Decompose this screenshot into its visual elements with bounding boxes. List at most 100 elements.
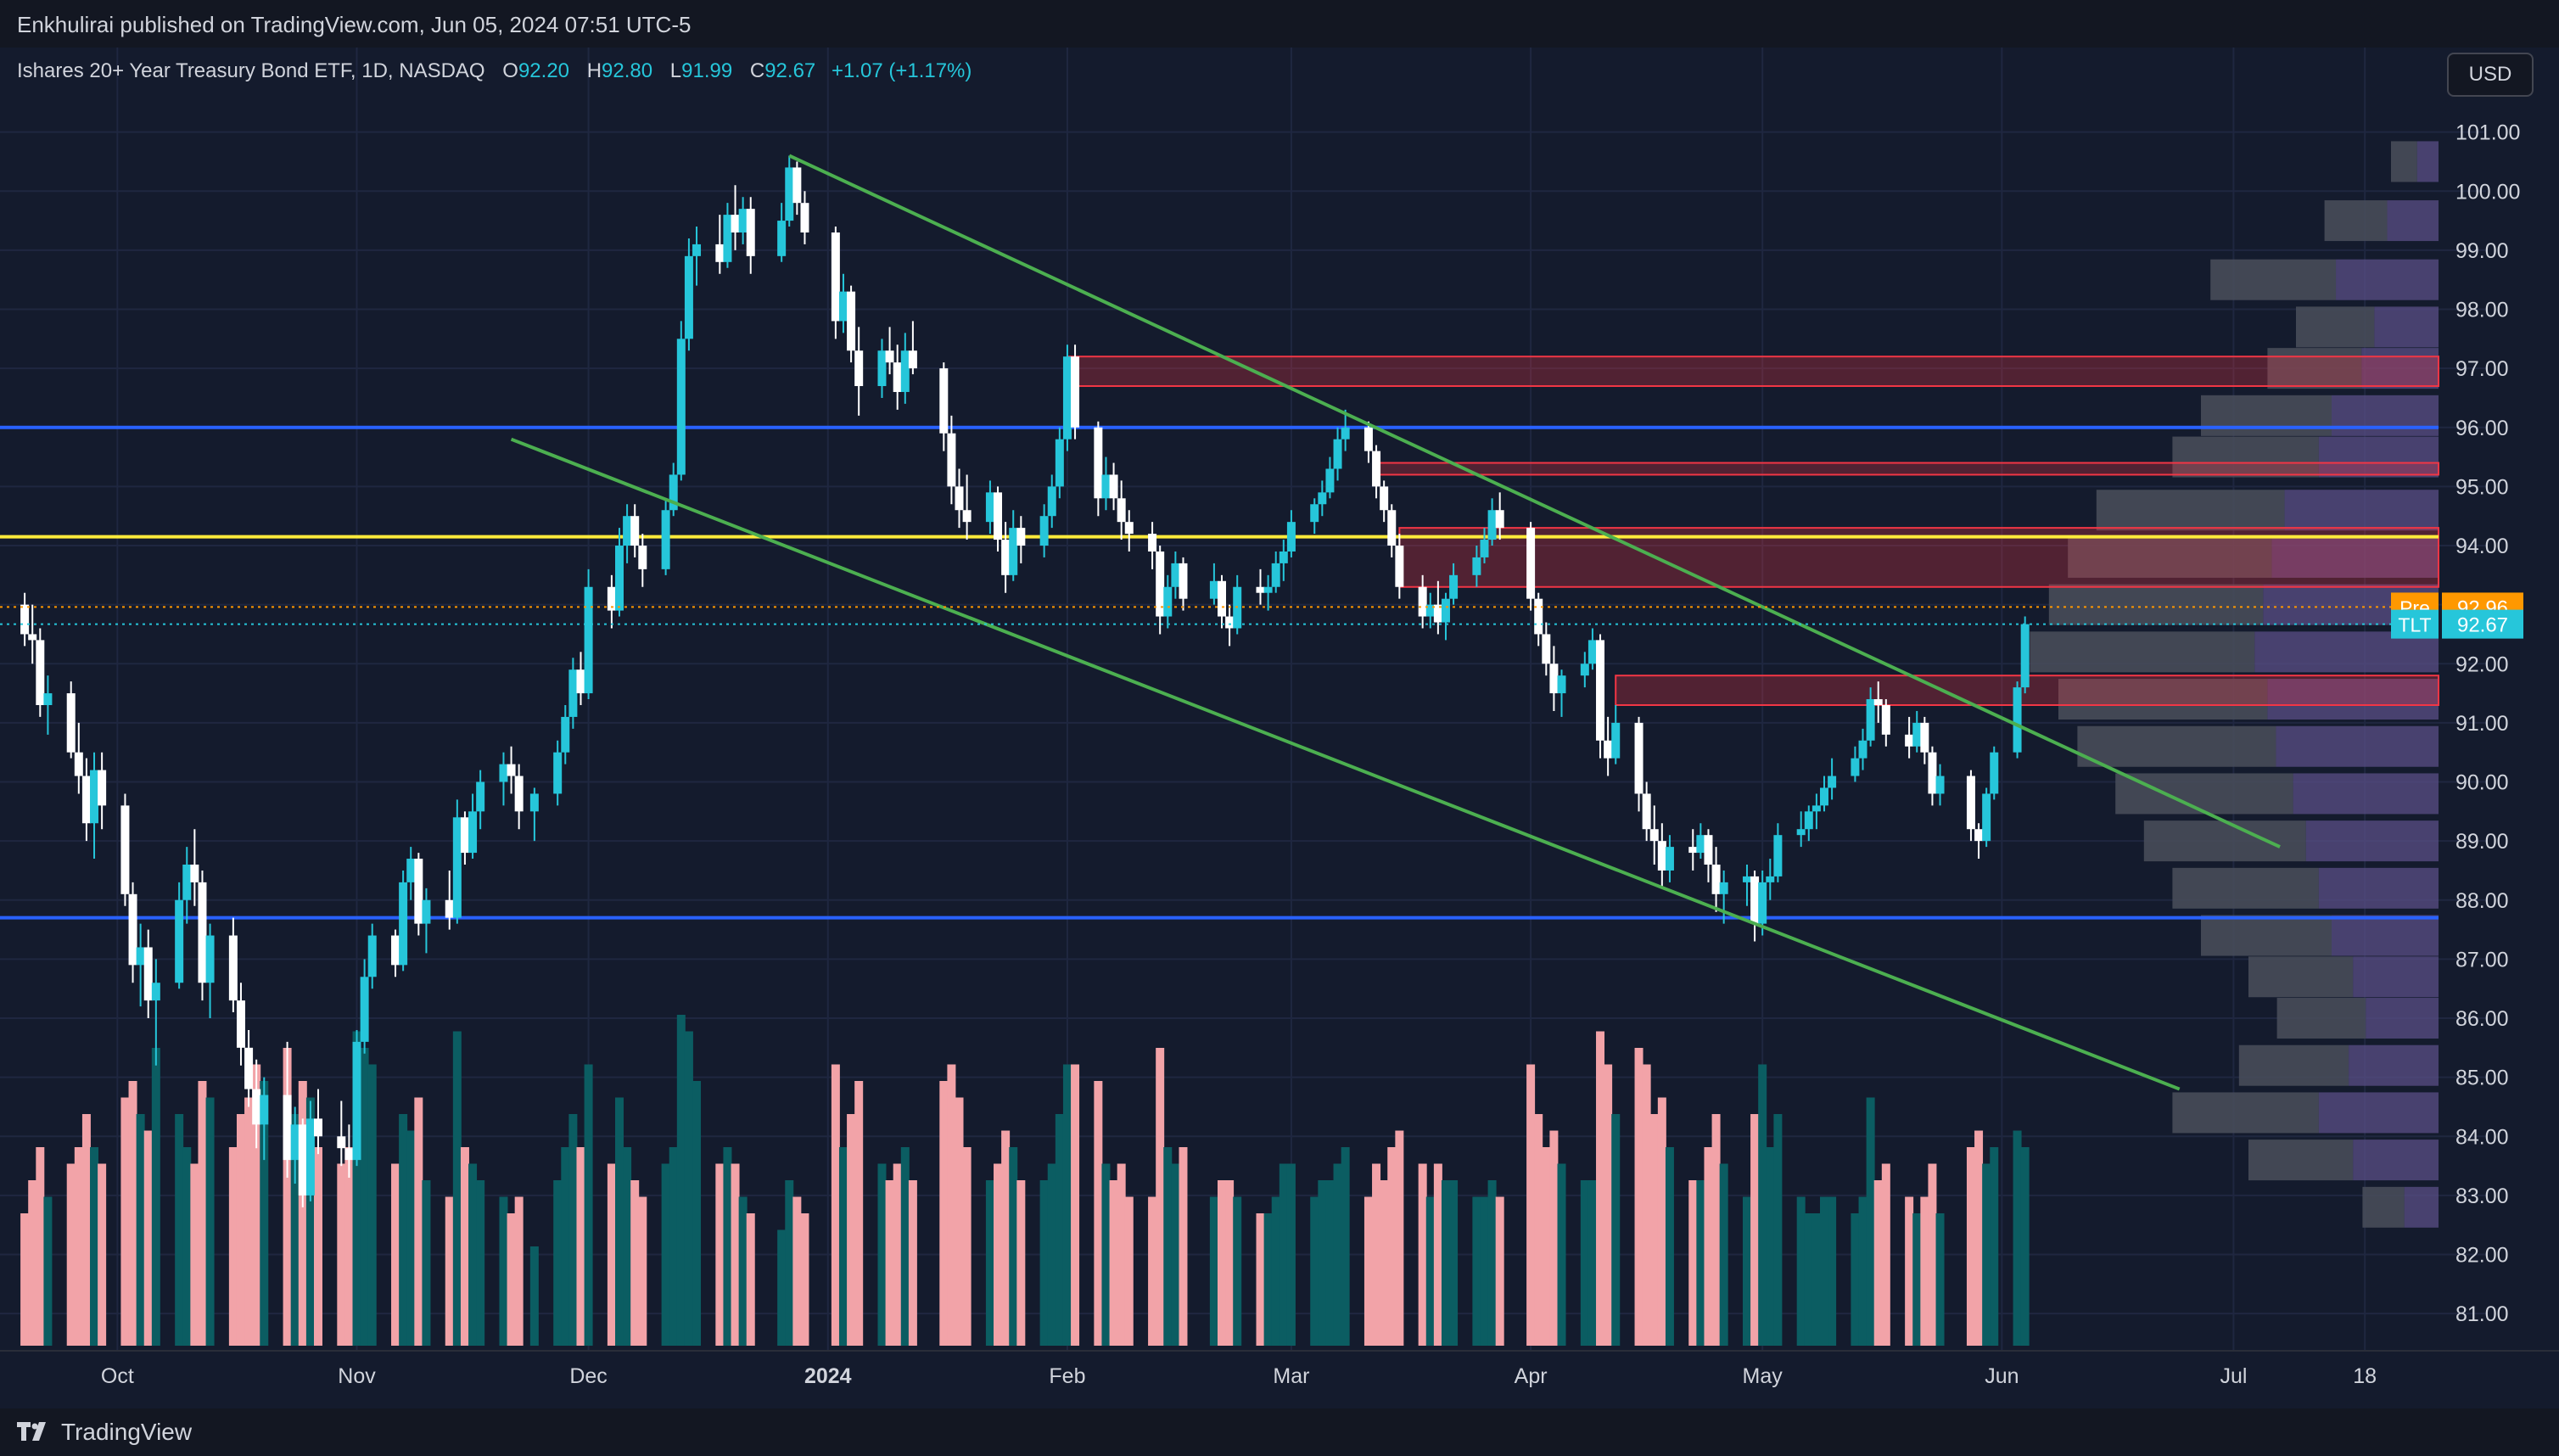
volume-bar [1990, 1147, 1999, 1346]
candle-body [1742, 876, 1751, 882]
volume-bar [1256, 1213, 1265, 1346]
candle-body [352, 1041, 361, 1161]
volume-bar [985, 1180, 994, 1346]
symbol-legend: Ishares 20+ Year Treasury Bond ETF, 1D, … [17, 59, 972, 83]
candle-body [1472, 557, 1481, 575]
y-tick-label: 84.00 [2455, 1125, 2509, 1149]
trend-line [510, 437, 2181, 1091]
candle-body [847, 291, 856, 351]
candle-body [1425, 604, 1435, 617]
candle-body [2013, 687, 2022, 753]
volume-bar [1171, 1163, 1180, 1346]
volume-bar [1233, 1196, 1242, 1346]
candle-body [305, 1118, 315, 1196]
candle-body [1333, 439, 1342, 469]
volume-bar [399, 1114, 408, 1346]
volume-profile-bar-value-area [2353, 1140, 2439, 1181]
volume-bar [638, 1196, 647, 1346]
candle-body [252, 1089, 261, 1125]
volume-bar [143, 1130, 153, 1346]
volume-bar [1071, 1064, 1080, 1346]
candle-body [561, 716, 570, 753]
volume-profile-bar [2391, 141, 2417, 182]
volume-bar [669, 1147, 678, 1346]
volume-bar [676, 1015, 686, 1346]
candle-body [985, 492, 994, 523]
volume-profile-bar-value-area [2336, 259, 2439, 300]
volume-bar [731, 1163, 740, 1346]
candle-body [1587, 640, 1597, 664]
price-chart[interactable]: 81.00 82.00 83.00 84.00 85.00 86.00 87.00 88.00… [0, 48, 2559, 1408]
volume-profile-bar-value-area [2404, 1186, 2439, 1228]
candle-body [1218, 580, 1226, 617]
candle-body [1395, 546, 1404, 587]
tradingview-logo[interactable]: TradingView [17, 1419, 192, 1446]
candle-body [1325, 468, 1335, 493]
volume-profile-bar-value-area [2353, 956, 2439, 998]
candle-body [738, 209, 748, 232]
volume-bar [452, 1031, 462, 1346]
volume-profile-bar [2210, 259, 2337, 300]
volume-profile-bar [2267, 348, 2362, 389]
volume-bar [1449, 1180, 1459, 1346]
y-tick-label: 88.00 [2455, 889, 2509, 913]
volume-bar [1758, 1064, 1767, 1346]
volume-bar [1534, 1114, 1543, 1346]
ticker-label: TLT [2398, 614, 2431, 636]
candle-body [1688, 847, 1698, 854]
volume-profile-bar [2201, 395, 2332, 436]
candle-body [1163, 586, 1173, 617]
volume-bar [198, 1081, 207, 1346]
candle-body [290, 1124, 300, 1161]
volume-bar [20, 1213, 30, 1346]
volume-profile-bar-value-area [2332, 395, 2439, 436]
y-tick-label: 96.00 [2455, 417, 2509, 440]
candle-body [607, 586, 616, 611]
volume-bar [74, 1147, 83, 1346]
volume-profile-bar [2172, 1092, 2319, 1134]
volume-bar [1472, 1196, 1481, 1346]
x-tick-label: Jun [1985, 1364, 2019, 1388]
candle-body [367, 935, 377, 977]
candle-body [1380, 486, 1389, 511]
volume-bar [1480, 1196, 1489, 1346]
chart-area[interactable]: 81.00 82.00 83.00 84.00 85.00 86.00 87.00 88.00… [0, 48, 2559, 1408]
volume-bar [236, 1114, 245, 1346]
volume-bar [175, 1114, 184, 1346]
candle-body [90, 770, 99, 824]
candle-body [1487, 510, 1497, 540]
candle-body [468, 811, 478, 854]
volume-bar [1750, 1114, 1760, 1346]
candle-body [406, 859, 416, 882]
candle-body [908, 350, 917, 369]
publish-header: Enkhulirai published on TradingView.com,… [0, 0, 2559, 48]
volume-bar [1039, 1180, 1049, 1346]
candle-body [283, 1095, 292, 1161]
candle-body [1016, 528, 1026, 546]
candle-body [1055, 439, 1064, 487]
candle-body [414, 859, 423, 924]
candle-body [182, 864, 192, 900]
footer-bar [0, 1408, 2559, 1456]
candle-body [1441, 598, 1450, 623]
close-value: 92.67 [764, 59, 816, 82]
x-tick-label: Mar [1273, 1364, 1309, 1388]
candle-body [1124, 522, 1134, 535]
currency-button[interactable]: USD [2447, 53, 2534, 97]
candle-body [205, 935, 215, 983]
volume-bar [838, 1147, 848, 1346]
volume-bar [460, 1147, 469, 1346]
candle-body [1758, 882, 1767, 924]
volume-bar [1318, 1180, 1327, 1346]
y-tick-label: 85.00 [2455, 1067, 2509, 1090]
supply-zone [1066, 356, 2439, 388]
volume-bar [1657, 1097, 1666, 1346]
volume-bar [1742, 1196, 1751, 1346]
volume-bar [1163, 1147, 1173, 1346]
volume-bar [607, 1163, 616, 1346]
candle-body [1418, 586, 1427, 617]
candle-body [1858, 740, 1867, 759]
y-tick-label: 89.00 [2455, 830, 2509, 854]
candle-body [1549, 664, 1559, 694]
candle-body [939, 368, 949, 434]
